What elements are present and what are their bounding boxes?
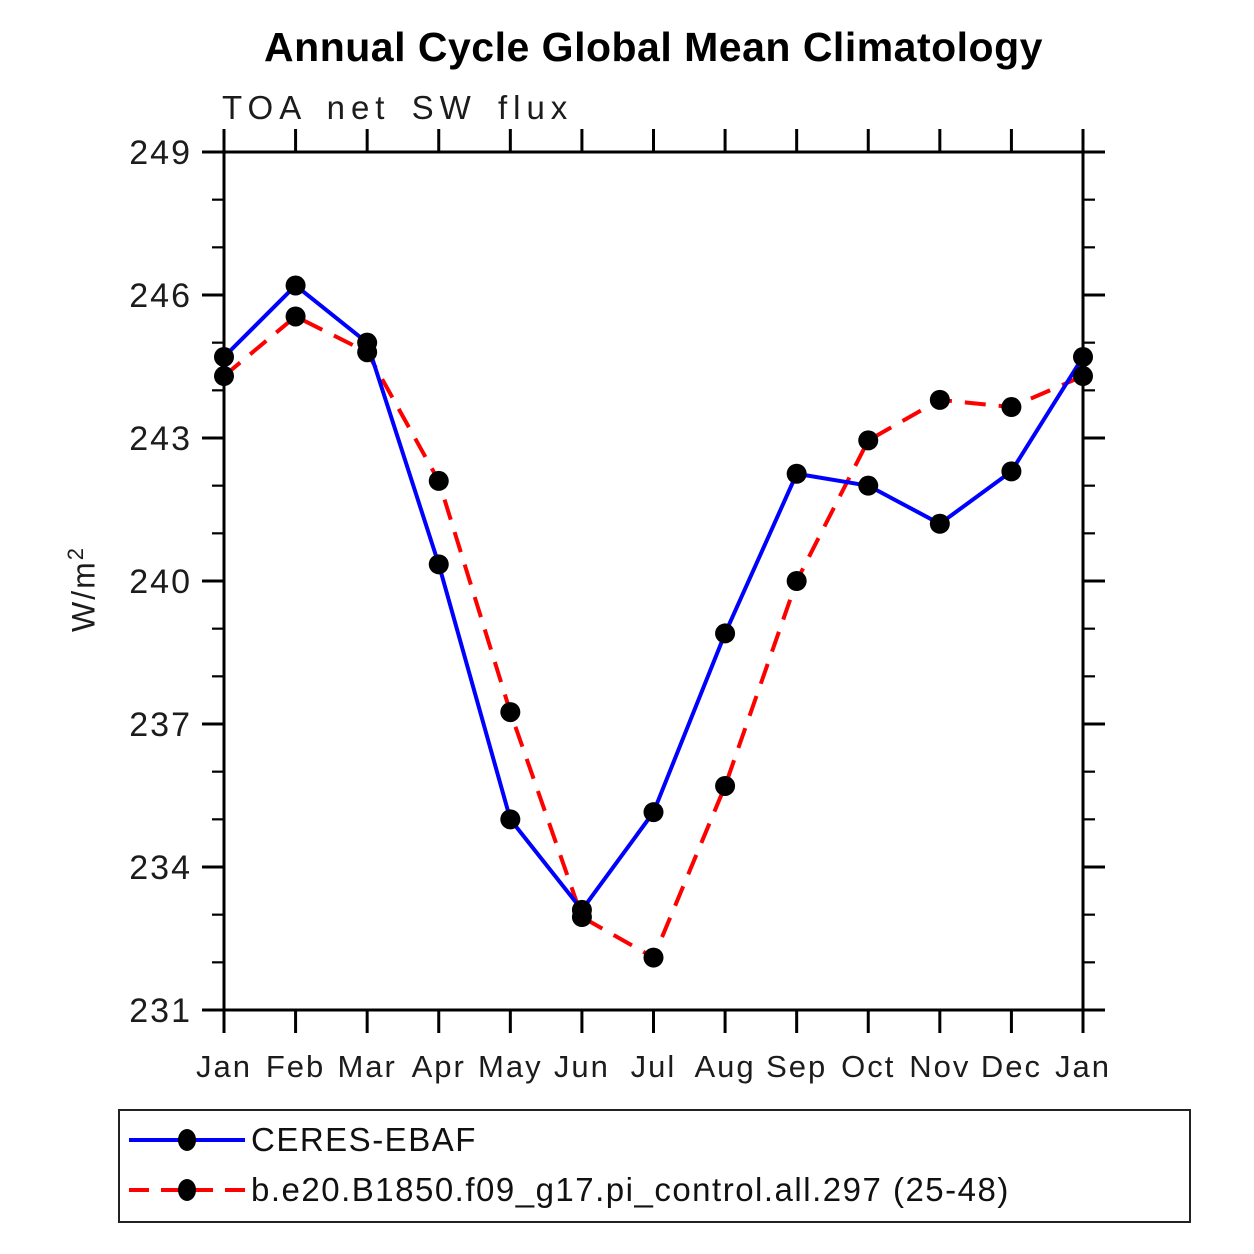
x-tick-label: Jan xyxy=(196,1049,252,1084)
data-point-marker-1 xyxy=(715,775,736,796)
x-tick-label: Jul xyxy=(631,1049,677,1084)
x-tick-label: Feb xyxy=(266,1049,325,1084)
legend-swatch-solid-line xyxy=(129,1129,245,1151)
legend-label-model: b.e20.B1850.f09_g17.pi_control.all.297 (… xyxy=(251,1171,1010,1208)
data-point-marker-1 xyxy=(500,702,521,723)
y-tick-label: 246 xyxy=(129,277,192,315)
data-point-marker-0 xyxy=(428,554,449,575)
x-tick-label: Sep xyxy=(766,1049,827,1084)
data-point-marker-0 xyxy=(858,475,879,496)
data-point-marker-0 xyxy=(715,623,736,644)
data-point-marker-0 xyxy=(786,463,807,484)
data-point-marker-1 xyxy=(1001,397,1022,418)
legend-row-ceres: CERES-EBAF xyxy=(125,1123,1189,1157)
y-tick-label: 231 xyxy=(129,992,192,1030)
y-tick-label: 249 xyxy=(129,134,192,172)
data-point-marker-0 xyxy=(929,513,950,534)
x-tick-label: Oct xyxy=(841,1049,895,1084)
data-point-marker-1 xyxy=(643,947,664,968)
x-tick-label: Nov xyxy=(909,1049,970,1084)
x-tick-label: May xyxy=(478,1049,543,1084)
data-point-marker-1 xyxy=(858,430,879,451)
data-point-marker-1 xyxy=(214,366,234,387)
chart-subtitle: TOA net SW flux xyxy=(222,89,574,126)
data-point-marker-0 xyxy=(643,802,664,823)
x-tick-label: Dec xyxy=(981,1049,1042,1084)
x-tick-label: Jan xyxy=(1055,1049,1111,1084)
y-tick-label: 240 xyxy=(129,563,192,601)
x-tick-label: Mar xyxy=(337,1049,396,1084)
data-point-marker-1 xyxy=(1073,366,1093,387)
plot-frame xyxy=(222,150,1085,1012)
data-point-marker-0 xyxy=(285,275,306,296)
data-point-marker-1 xyxy=(428,470,449,491)
data-point-marker-0 xyxy=(1073,346,1093,367)
x-tick-label: Jun xyxy=(554,1049,610,1084)
y-tick-label: 237 xyxy=(129,706,192,744)
x-tick-label: Apr xyxy=(412,1049,466,1084)
data-point-marker-1 xyxy=(929,389,950,410)
series-line-1 xyxy=(222,314,1084,960)
data-point-marker-0 xyxy=(1001,461,1022,482)
legend-label-ceres: CERES-EBAF xyxy=(251,1121,477,1158)
data-point-marker-0 xyxy=(214,346,234,367)
x-tick-label: Aug xyxy=(694,1049,755,1084)
y-tick-label: 243 xyxy=(129,420,192,458)
data-point-marker-0 xyxy=(500,809,521,830)
legend-row-model: b.e20.B1850.f09_g17.pi_control.all.297 (… xyxy=(125,1173,1189,1207)
chart-title: Annual Cycle Global Mean Climatology xyxy=(264,24,1043,70)
data-point-marker-1 xyxy=(571,907,592,928)
y-tick-label: 234 xyxy=(129,849,192,887)
legend-box: CERES-EBAF b.e20.B1850.f09_g17.pi_contro… xyxy=(118,1109,1191,1223)
data-point-marker-1 xyxy=(285,306,306,327)
data-point-marker-1 xyxy=(786,571,807,591)
legend-swatch-dashed-line xyxy=(129,1179,245,1201)
data-point-marker-1 xyxy=(357,342,378,363)
